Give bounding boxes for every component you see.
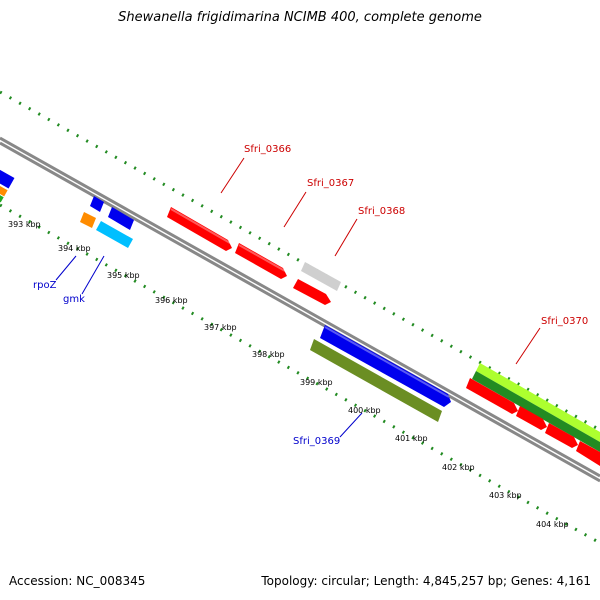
gene-Sfri_0367: [235, 243, 287, 279]
callout-Sfri_0370: [515, 327, 541, 365]
accession-text: Accession: NC_008345: [9, 574, 146, 588]
topology-summary: Topology: circular; Length: 4,845,257 bp…: [261, 574, 591, 588]
gene-Sfri_0370-darkgreen: [472, 371, 600, 452]
gene-rpoZ-lower: [80, 212, 96, 228]
callout-Sfri_0368: [334, 218, 358, 257]
gene-red-right-4: [576, 441, 600, 466]
gene-Sfri_0370-lightgreen: [476, 363, 600, 442]
gene-red-right-1: [466, 378, 518, 414]
map-title: Shewanella frigidimarina NCIMB 400, comp…: [118, 10, 482, 25]
gene-red-small: [293, 279, 331, 305]
backbone-inner: [0, 141, 600, 483]
label-gmk: gmk: [63, 294, 85, 305]
label-Sfri_0368: Sfri_0368: [358, 206, 405, 217]
gene-blue-left: [0, 124, 15, 189]
kbp-label: 394 kbp: [58, 244, 91, 253]
gene-rpoZ-upper: [90, 196, 104, 212]
label-rpoZ: rpoZ: [33, 280, 57, 291]
gene-Sfri_0369-olive: [310, 339, 442, 422]
backbone-outer: [0, 136, 600, 478]
label-Sfri_0366: Sfri_0366: [244, 144, 291, 155]
inner-tick-track: [0, 203, 600, 545]
callout-Sfri_0369: [339, 412, 363, 438]
kbp-label: 400 kbp: [348, 406, 381, 415]
gene-Sfri_0366: [167, 207, 232, 251]
gene-red-right-3: [545, 423, 578, 448]
kbp-label: 398 kbp: [252, 350, 285, 359]
callout-Sfri_0367: [283, 191, 307, 228]
kbp-label: 395 kbp: [107, 271, 140, 280]
kbp-label: 396 kbp: [155, 296, 188, 305]
kbp-label: 404 kbp: [536, 520, 569, 529]
kbp-label: 402 kbp: [442, 463, 475, 472]
gene-gmk-lower: [96, 221, 133, 248]
callout-gmk: [81, 255, 105, 295]
gene-Sfri_0369-blue: [320, 325, 451, 407]
kbp-label: 399 kbp: [300, 378, 333, 387]
label-Sfri_0370: Sfri_0370: [541, 316, 588, 327]
gene-Sfri_0368: [301, 262, 341, 291]
kbp-label: 401 kbp: [395, 434, 428, 443]
outer-tick-track: [0, 90, 600, 432]
left-genes: [0, 124, 15, 203]
kbp-label: 393 kbp: [8, 220, 41, 229]
gene-gmk-upper: [108, 207, 134, 230]
callout-rpoZ: [55, 255, 77, 281]
kbp-label: 403 kbp: [489, 491, 522, 500]
gene-sheen: [170, 208, 450, 398]
gene-red-right-2: [516, 406, 547, 430]
label-Sfri_0369: Sfri_0369: [293, 436, 340, 447]
kbp-label: 397 kbp: [204, 323, 237, 332]
callout-Sfri_0366: [220, 157, 245, 194]
label-Sfri_0367: Sfri_0367: [307, 178, 354, 189]
